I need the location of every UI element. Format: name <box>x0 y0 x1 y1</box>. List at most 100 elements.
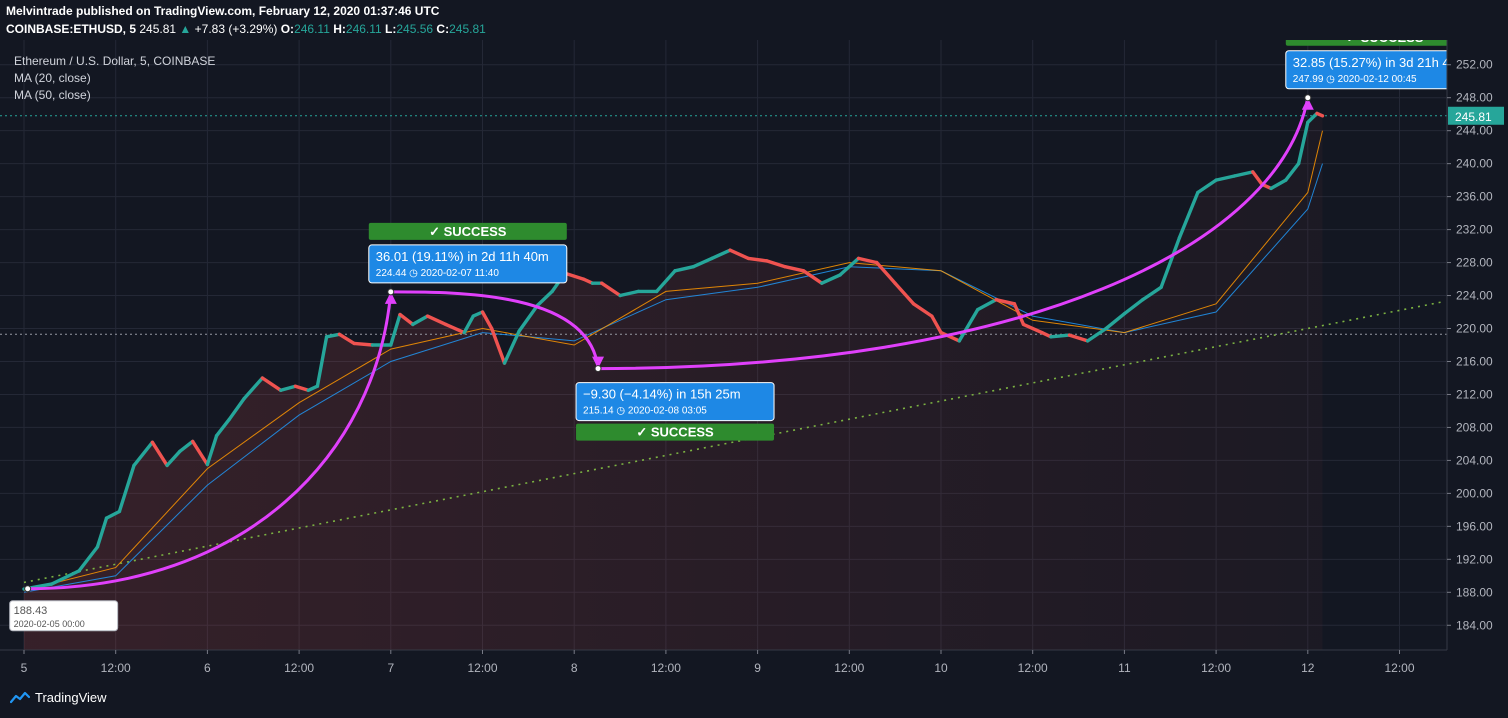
anchor-point <box>24 585 32 593</box>
price-segment <box>801 269 824 285</box>
price-tick-label: 208.00 <box>1456 420 1493 434</box>
price-tick-label: 252.00 <box>1456 58 1493 72</box>
price-change: +7.83 (+3.29%) <box>194 22 278 36</box>
price-segment <box>324 332 342 339</box>
price-segment <box>1177 190 1200 240</box>
price-segment <box>765 259 787 269</box>
price-segment <box>673 264 696 273</box>
time-tick-label: 12:00 <box>1018 661 1048 675</box>
price-segment <box>190 439 210 467</box>
price-segment <box>95 516 109 549</box>
projection-curve <box>27 291 393 591</box>
target-annotation: ✓ SUCCESS 36.01 (19.11%) in 2d 11h 40m 224… <box>368 222 568 284</box>
price-segment <box>389 312 402 347</box>
price-segment <box>227 396 246 421</box>
price-tick-label: 204.00 <box>1456 453 1493 467</box>
measure-change: −9.30 (−4.14%) in 15h 25m <box>583 387 741 402</box>
time-tick-label: 12:00 <box>1384 661 1414 675</box>
arrow-head <box>592 356 605 369</box>
price-segment <box>746 256 769 263</box>
price-segment <box>1306 111 1319 125</box>
price-segment <box>517 303 540 333</box>
price-segment <box>600 281 622 298</box>
price-tick-label: 196.00 <box>1456 519 1493 533</box>
price-segment <box>1296 120 1310 166</box>
publisher-line: Melvintrade published on TradingView.com… <box>6 4 439 18</box>
measure-change: 36.01 (19.11%) in 2d 11h 40m <box>376 249 549 264</box>
price-segment <box>976 298 998 312</box>
symbol-label: COINBASE:ETHUSD, 5 <box>6 22 137 36</box>
open-label: O: <box>280 22 295 36</box>
price-segment <box>462 314 475 335</box>
price-segment <box>117 463 136 514</box>
close-value: 245.81 <box>449 22 486 36</box>
price-segment <box>838 256 861 277</box>
price-segment <box>710 248 732 261</box>
price-tick-label: 244.00 <box>1456 124 1493 138</box>
price-segment <box>875 260 897 285</box>
time-tick-label: 7 <box>387 661 394 675</box>
origin-label: 188.43 2020-02-05 00:00 <box>9 600 119 632</box>
price-chart[interactable]: 188.43 2020-02-05 00:00 ✓ SUCCESS 36.01 (19… <box>0 40 1508 682</box>
price-segment <box>1159 236 1182 290</box>
price-segment <box>911 302 934 318</box>
target-annotation: ✓ SUCCESS 32.85 (15.27%) in 3d 21h 40m 247… <box>1285 40 1485 90</box>
price-segment <box>994 298 1017 306</box>
price-segment <box>691 256 714 269</box>
price-segment <box>337 332 356 346</box>
tradingview-logo[interactable]: TradingView <box>10 690 107 705</box>
price-segment <box>242 376 265 401</box>
price-segment <box>178 439 195 453</box>
price-segment <box>104 509 122 520</box>
price-segment <box>165 449 182 468</box>
price-segment <box>480 310 494 331</box>
price-tick-label: 200.00 <box>1456 486 1493 500</box>
price-tick-label: 248.00 <box>1456 91 1493 105</box>
price-segment <box>352 341 375 347</box>
arrow-head <box>1301 97 1314 110</box>
measure-box <box>575 382 775 422</box>
time-tick-label: 11 <box>1118 661 1131 675</box>
time-tick-label: 10 <box>934 661 948 675</box>
price-tick-label: 240.00 <box>1456 157 1493 171</box>
time-tick-label: 12:00 <box>101 661 131 675</box>
price-segment <box>1085 326 1108 343</box>
time-tick-label: 6 <box>204 661 211 675</box>
projection-curve <box>598 97 1310 371</box>
price-segment <box>398 312 415 327</box>
price-segment <box>502 329 521 365</box>
time-tick-label: 12:00 <box>834 661 864 675</box>
price-segment <box>444 322 466 335</box>
success-text: ✓ SUCCESS <box>636 425 714 440</box>
tradingview-brand: TradingView <box>35 690 107 705</box>
measure-box <box>368 244 568 284</box>
success-badge <box>1285 40 1484 46</box>
time-tick-label: 8 <box>571 661 578 675</box>
price-segment <box>132 440 155 468</box>
price-segment <box>293 384 310 392</box>
price-tick-label: 188.00 <box>1456 585 1493 599</box>
publisher-text: Melvintrade published on TradingView.com… <box>6 4 440 18</box>
price-tick-label: 232.00 <box>1456 223 1493 237</box>
ma20-line <box>23 130 1323 592</box>
legend-ma50: MA (50, close) <box>14 88 91 102</box>
success-badge <box>576 423 775 441</box>
anchor-point <box>387 288 395 296</box>
low-label: L: <box>385 22 397 36</box>
price-series <box>22 111 1325 591</box>
price-segment <box>535 289 554 308</box>
price-segment <box>1251 170 1264 187</box>
price-area-fill <box>24 113 1323 650</box>
time-tick-label: 12 <box>1301 661 1315 675</box>
price-segment <box>49 569 81 586</box>
price-segment <box>930 314 943 335</box>
measure-change: 32.85 (15.27%) in 3d 21h 40m <box>1293 55 1468 70</box>
tradingview-icon <box>10 691 30 703</box>
price-segment <box>1067 333 1090 343</box>
arrow-head <box>384 291 397 304</box>
current-price-tag <box>1448 106 1504 125</box>
price-segment <box>856 256 879 265</box>
time-tick-label: 12:00 <box>651 661 681 675</box>
price-segment <box>214 417 232 438</box>
time-tick-label: 12:00 <box>467 661 497 675</box>
